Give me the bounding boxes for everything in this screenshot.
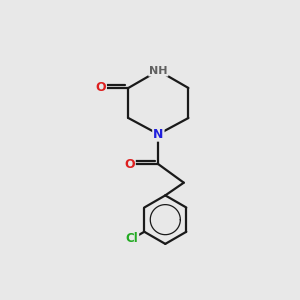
Text: O: O [95,82,106,94]
Text: O: O [124,158,135,171]
Text: NH: NH [149,66,168,76]
Text: Cl: Cl [125,232,138,245]
Text: N: N [153,128,164,141]
